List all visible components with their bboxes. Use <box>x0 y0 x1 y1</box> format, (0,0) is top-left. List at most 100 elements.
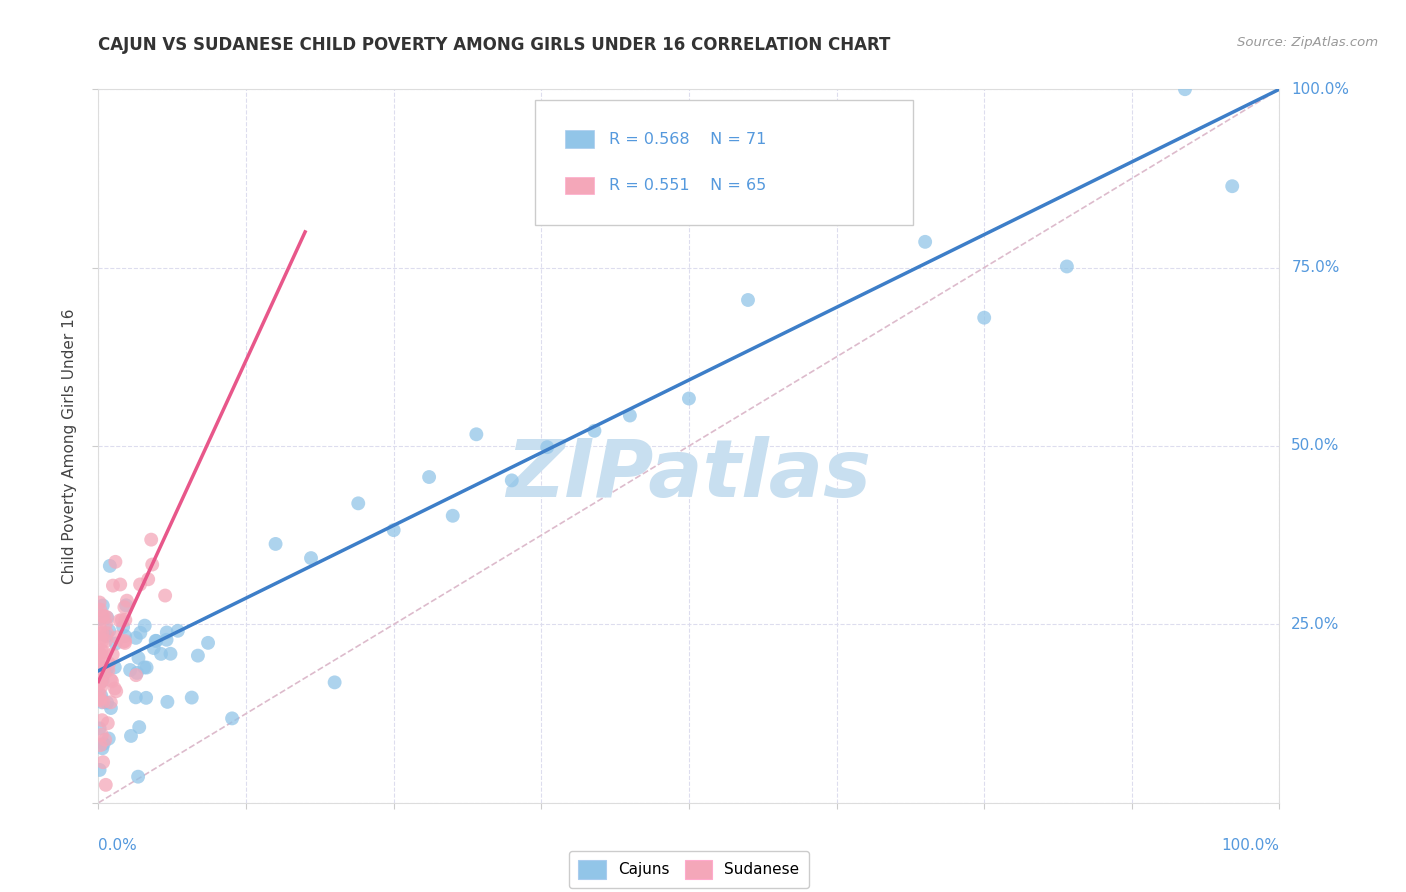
Point <box>90 648 112 662</box>
Point <box>619 409 641 423</box>
Point <box>382 523 405 537</box>
Point <box>100 701 122 715</box>
Point <box>125 665 148 680</box>
Text: Source: ZipAtlas.com: Source: ZipAtlas.com <box>1237 36 1378 49</box>
Point <box>96 610 118 624</box>
Point <box>973 310 995 325</box>
Point <box>1056 260 1078 274</box>
Point <box>150 647 173 661</box>
Point <box>135 690 157 705</box>
Point <box>93 661 115 675</box>
Point <box>187 648 209 663</box>
Point <box>89 602 111 616</box>
Text: 100.0%: 100.0% <box>1291 82 1350 96</box>
Point <box>91 741 114 756</box>
Point <box>101 579 124 593</box>
Point <box>111 613 134 627</box>
Point <box>141 533 163 547</box>
Point <box>536 440 558 454</box>
Point <box>89 662 111 676</box>
Point <box>101 648 124 662</box>
Text: R = 0.551    N = 65: R = 0.551 N = 65 <box>609 178 766 193</box>
Point <box>418 470 440 484</box>
Point <box>914 235 936 249</box>
Point <box>98 624 121 638</box>
Point <box>125 668 148 682</box>
Point <box>145 634 167 648</box>
Point <box>89 659 111 673</box>
Point <box>94 732 117 747</box>
Point <box>89 620 111 634</box>
Point <box>125 631 148 645</box>
FancyBboxPatch shape <box>565 177 595 194</box>
Point <box>125 690 148 705</box>
Point <box>159 647 181 661</box>
Point <box>96 696 118 710</box>
Point <box>91 673 114 688</box>
Point <box>114 634 136 648</box>
Y-axis label: Child Poverty Among Girls Under 16: Child Poverty Among Girls Under 16 <box>62 309 77 583</box>
Point <box>1220 179 1243 194</box>
Point <box>90 680 112 694</box>
Point <box>94 778 117 792</box>
Point <box>1174 82 1197 96</box>
Point <box>89 646 111 660</box>
Point <box>97 663 120 677</box>
Point <box>96 626 118 640</box>
Point <box>89 691 111 706</box>
Point <box>120 663 142 677</box>
Point <box>501 474 523 488</box>
Point <box>89 675 111 690</box>
Point <box>100 695 122 709</box>
Point <box>89 612 111 626</box>
Point <box>90 689 112 703</box>
Point <box>90 663 112 677</box>
Point <box>127 770 149 784</box>
Point <box>197 636 219 650</box>
Point <box>855 207 877 221</box>
Point <box>678 392 700 406</box>
Point <box>129 625 152 640</box>
Point <box>112 634 135 648</box>
Point <box>89 648 111 663</box>
Point <box>112 620 135 634</box>
Text: CAJUN VS SUDANESE CHILD POVERTY AMONG GIRLS UNDER 16 CORRELATION CHART: CAJUN VS SUDANESE CHILD POVERTY AMONG GI… <box>98 36 891 54</box>
Text: 25.0%: 25.0% <box>1291 617 1340 632</box>
Point <box>120 729 142 743</box>
Point <box>98 558 121 573</box>
Point <box>97 731 120 746</box>
Point <box>93 737 115 751</box>
Point <box>91 695 114 709</box>
Point <box>93 645 115 659</box>
Point <box>166 624 188 638</box>
Text: 75.0%: 75.0% <box>1291 260 1340 275</box>
Point <box>90 674 112 689</box>
Point <box>89 674 111 689</box>
Point <box>114 636 136 650</box>
Point <box>91 609 114 624</box>
Point <box>90 643 112 657</box>
Point <box>89 658 111 673</box>
Point <box>465 427 488 442</box>
Point <box>93 666 115 681</box>
Point <box>441 508 464 523</box>
Point <box>142 641 165 656</box>
Point <box>264 537 287 551</box>
Point <box>155 632 177 647</box>
Point <box>104 660 127 674</box>
Point <box>96 663 118 677</box>
Point <box>796 181 818 195</box>
Point <box>105 630 128 644</box>
Point <box>91 599 114 613</box>
Point <box>98 657 121 671</box>
Point <box>90 728 112 742</box>
Point <box>141 558 163 572</box>
Point <box>91 634 114 648</box>
Point <box>91 626 114 640</box>
Point <box>180 690 202 705</box>
Point <box>127 651 149 665</box>
Point <box>89 763 111 777</box>
Point <box>128 720 150 734</box>
Point <box>89 687 111 701</box>
Point <box>583 424 606 438</box>
